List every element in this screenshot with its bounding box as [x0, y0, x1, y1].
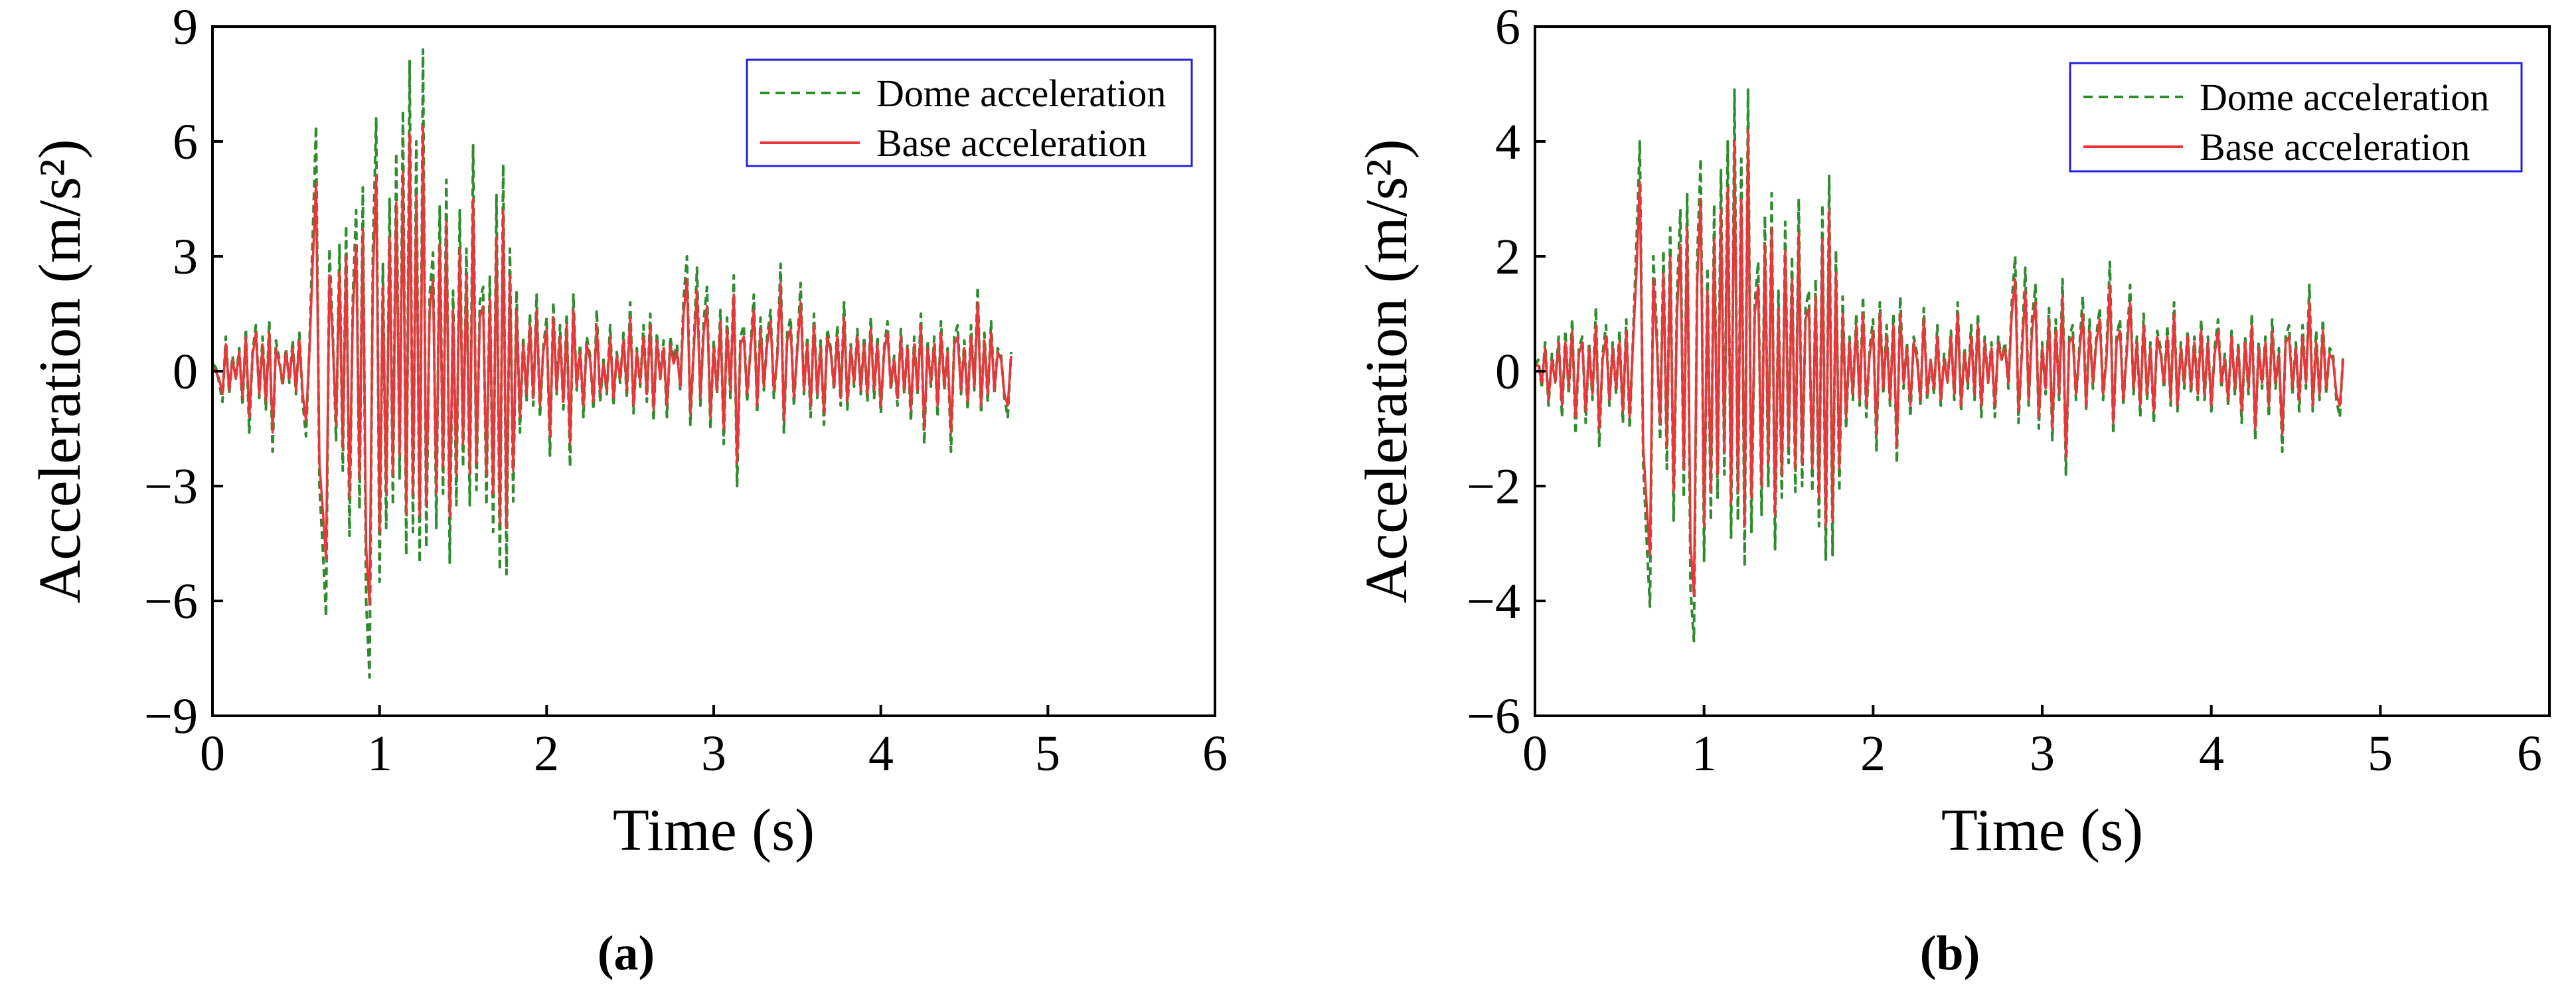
panel-b-x-tick-label: 0 [1522, 726, 1548, 782]
panel-a-y-tick-label: 0 [173, 344, 198, 400]
panel-b-y-tick-label: 4 [1495, 114, 1520, 170]
panel-a-legend: Dome acceleration Base acceleration [746, 58, 1193, 167]
panel-a-series [211, 48, 1012, 679]
panel-b-y-tick-label: −4 [1467, 574, 1520, 629]
panel-b-y-tick-label: 6 [1495, 0, 1520, 55]
panel-a-label: (a) [598, 926, 655, 981]
panel-a-label-text: (a) [598, 926, 655, 981]
panel-a-x-tick-label: 1 [367, 726, 392, 782]
panel-b-x-tick-label: 4 [2199, 726, 2224, 782]
panel-a-legend-dome-label: Dome acceleration [876, 72, 1166, 115]
panel-b-y-tick-label: −6 [1467, 689, 1520, 744]
panel-b-y-tick-label: 0 [1495, 344, 1520, 400]
panel-b-x-tick-label: 1 [1692, 726, 1717, 782]
panel-b-series [1534, 88, 2345, 643]
panel-a: 0 1 2 3 4 5 6 −9 −6 −3 0 3 6 9 Time (s) … [27, 0, 1228, 981]
panel-a-y-tick-label: 9 [173, 0, 198, 55]
panel-b-label: (b) [1920, 926, 1980, 981]
panel-b-legend-box [2069, 62, 2523, 173]
panel-a-y-tick-label: 3 [173, 229, 198, 285]
panel-a-x-tick-label: 5 [1035, 726, 1060, 782]
panel-b-legend-dome-label: Dome acceleration [2200, 76, 2489, 119]
panel-b-ticks [1534, 25, 2551, 717]
panel-a-y-tick-label: −3 [144, 459, 198, 515]
panel-b: 0 1 2 3 4 5 6 −6 −4 −2 0 2 4 6 Time (s) … [1354, 0, 2551, 981]
panel-b-base-acceleration-series-line [1535, 128, 2345, 597]
panel-a-x-tick-label: 2 [534, 726, 559, 782]
panel-b-x-axis-title: Time (s) [1941, 797, 2143, 863]
panel-b-x-tick-label: 6 [2517, 726, 2542, 782]
panel-a-x-tick-label: 0 [200, 726, 225, 782]
panel-a-x-axis-title: Time (s) [613, 797, 815, 863]
panel-b-y-tick-label: 2 [1495, 229, 1520, 285]
panel-a-x-tick-label: 4 [868, 726, 894, 782]
panel-a-ticks [211, 25, 1216, 717]
panel-a-legend-base-label: Base acceleration [876, 122, 1147, 165]
panel-b-legend-base-label: Base acceleration [2200, 125, 2470, 169]
panel-b-y-tick-label: −2 [1467, 459, 1520, 515]
panel-a-x-tick-label: 3 [701, 726, 726, 782]
panel-a-legend-box [746, 58, 1193, 167]
panel-a-y-axis-title: Acceleration (m/s²) [27, 139, 93, 603]
panel-a-y-tick-label: 6 [173, 114, 198, 170]
panel-a-y-tick-label: −9 [144, 689, 198, 744]
panel-b-x-tick-label: 2 [1860, 726, 1886, 782]
panel-a-y-tick-label: −6 [144, 574, 198, 629]
panel-b-x-tick-label: 3 [2030, 726, 2055, 782]
panel-a-x-tick-label: 6 [1202, 726, 1228, 782]
panel-b-legend: Dome acceleration Base acceleration [2069, 62, 2523, 173]
panel-a-base-acceleration-series-line [211, 125, 1012, 606]
panel-b-x-tick-label: 5 [2368, 726, 2393, 782]
panel-b-y-axis-title: Acceleration (m/s²) [1354, 139, 1419, 603]
panel-b-label-text: (b) [1920, 926, 1980, 981]
